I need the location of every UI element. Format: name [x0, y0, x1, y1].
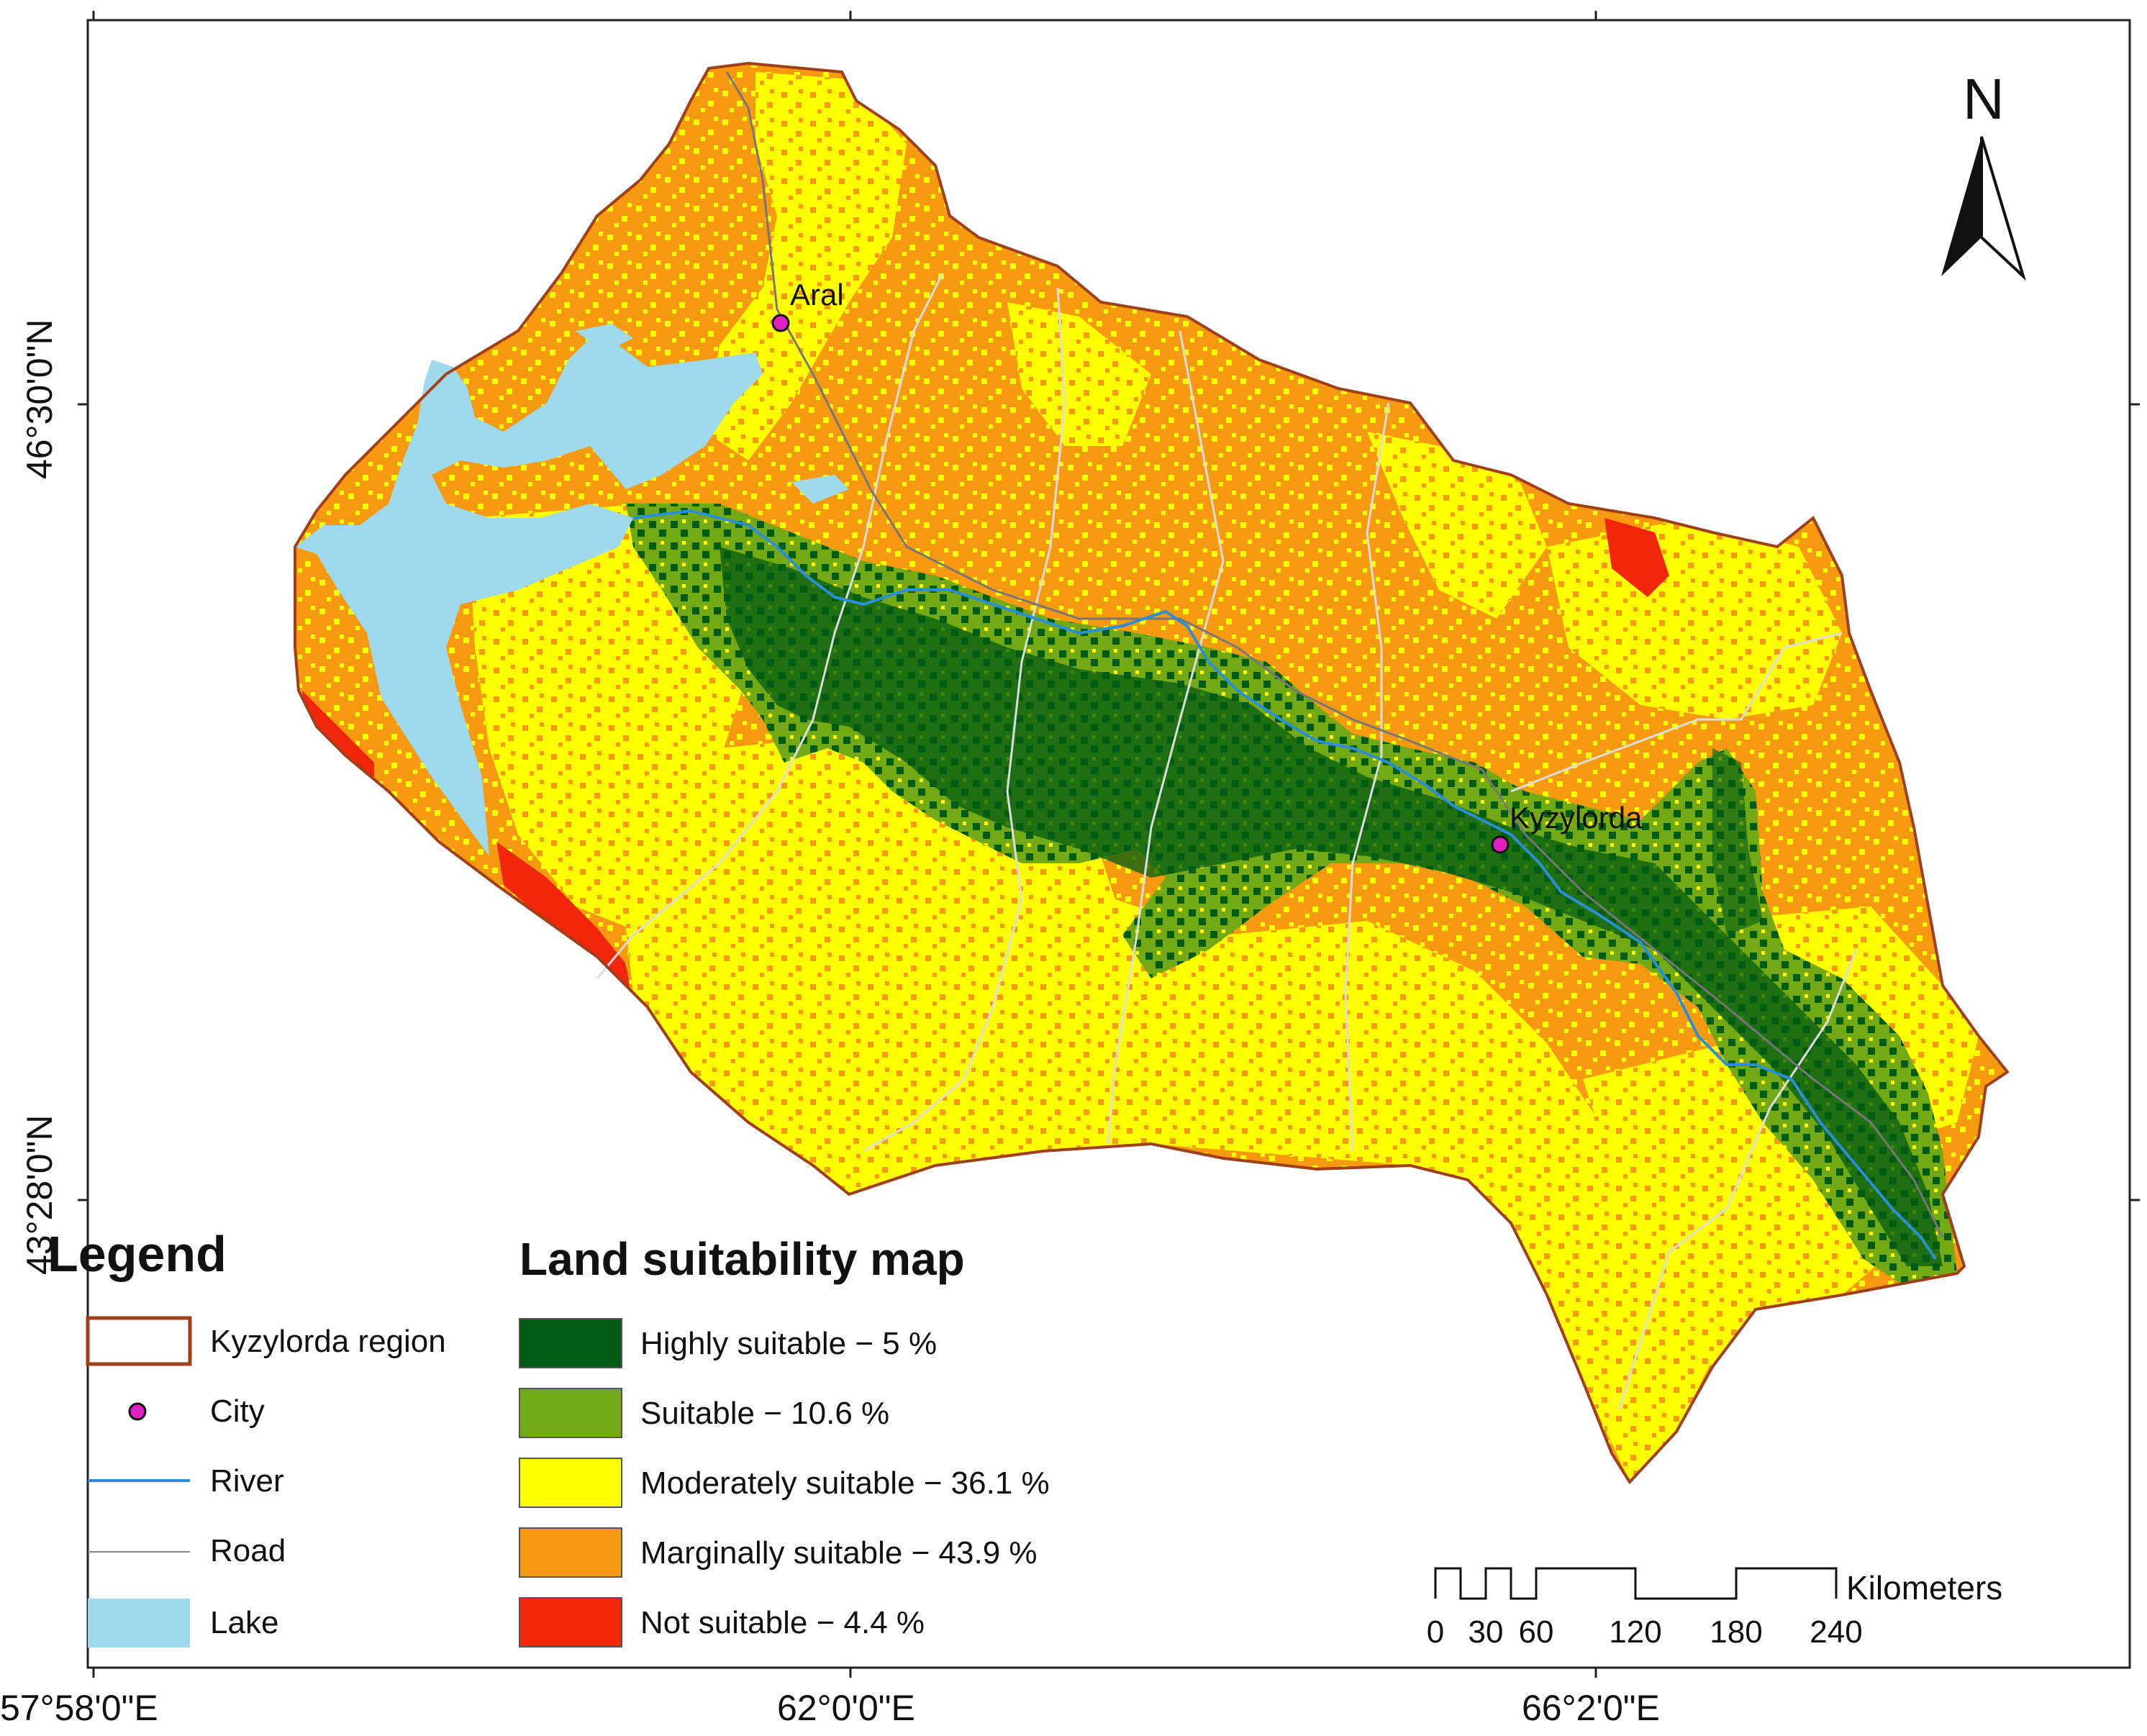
- lat-label-1: 46°30'0"N: [19, 319, 60, 479]
- legend-label: Kyzylorda region: [210, 1324, 446, 1359]
- suitability-label: Not suitable − 4.4 %: [640, 1605, 925, 1640]
- legend-label: Road: [210, 1533, 286, 1568]
- city-label-kyzylorda: Kyzylorda: [1510, 801, 1643, 835]
- legend-label: River: [210, 1463, 284, 1499]
- scale-tick-0: 0: [1426, 1614, 1445, 1650]
- lon-label-1: 57°58'0"E: [0, 1688, 158, 1728]
- north-label: N: [1963, 67, 2005, 131]
- lon-label-2: 62°0'0"E: [777, 1688, 915, 1728]
- suitability-item-highly: Highly suitable − 5 %: [640, 1319, 937, 1369]
- legend-item-river: River: [210, 1456, 284, 1506]
- legend-item-city: City: [210, 1386, 265, 1437]
- legend-label: Lake: [210, 1605, 279, 1640]
- scale-tick-180: 180: [1710, 1614, 1763, 1650]
- lake-aral: [295, 324, 849, 856]
- lake-swatch-icon: [88, 1599, 190, 1648]
- scale-unit: Kilometers: [1846, 1569, 2003, 1607]
- suitability-label: Marginally suitable − 43.9 %: [640, 1535, 1038, 1571]
- suitability-item-marginally: Marginally suitable − 43.9 %: [640, 1528, 1038, 1578]
- city-kyzylorda-marker: [1491, 835, 1510, 854]
- suitability-label: Highly suitable − 5 %: [640, 1326, 938, 1361]
- region-outline-icon: [86, 1316, 192, 1366]
- swatch-highly-suitable: [519, 1318, 622, 1368]
- lon-label-3: 66°2'0"E: [1522, 1688, 1660, 1728]
- suitability-item-suitable: Suitable − 10.6 %: [640, 1389, 889, 1439]
- scale-tick-240: 240: [1810, 1614, 1863, 1650]
- swatch-marginally-suitable: [519, 1527, 622, 1578]
- suitability-label: Suitable − 10.6 %: [640, 1396, 890, 1431]
- legend-symbols: [86, 1316, 192, 1648]
- graticule-ticks: [78, 11, 2140, 1678]
- roads: [596, 273, 1858, 1411]
- suitability-item-moderately: Moderately suitable − 36.1 %: [640, 1458, 1050, 1509]
- city-dot-icon: [128, 1402, 147, 1421]
- legend-title: Legend: [47, 1226, 227, 1282]
- suitability-label: Moderately suitable − 36.1 %: [640, 1465, 1050, 1501]
- suitability-swatches: [519, 1318, 622, 1648]
- legend-item-region: Kyzylorda region: [210, 1317, 446, 1367]
- legend-label: City: [210, 1394, 265, 1429]
- swatch-not-suitable: [519, 1597, 622, 1648]
- syr-darya-river: [632, 509, 1937, 1260]
- suitability-title: Land suitability map: [519, 1233, 965, 1285]
- swatch-moderately-suitable: [519, 1458, 622, 1508]
- scale-tick-60: 60: [1518, 1614, 1554, 1650]
- main-road: [725, 71, 1944, 1238]
- swatch-suitable: [519, 1388, 622, 1438]
- legend-item-lake: Lake: [210, 1598, 278, 1648]
- scale-bar: [1434, 1567, 1838, 1600]
- map-frame: [86, 19, 2131, 1669]
- legend-item-road: Road: [210, 1526, 286, 1576]
- city-label-aral: Aral: [790, 278, 844, 312]
- suitability-item-not: Not suitable − 4.4 %: [640, 1598, 925, 1648]
- scale-tick-30: 30: [1468, 1614, 1504, 1650]
- north-arrow-icon: [1941, 136, 2027, 281]
- city-aral-marker: [771, 314, 790, 332]
- scale-tick-120: 120: [1609, 1614, 1662, 1650]
